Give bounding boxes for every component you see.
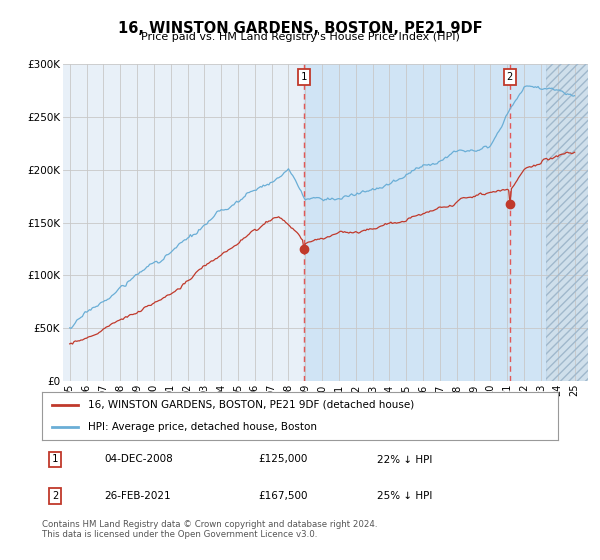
Text: HPI: Average price, detached house, Boston: HPI: Average price, detached house, Bost… <box>88 422 317 432</box>
Text: Price paid vs. HM Land Registry's House Price Index (HPI): Price paid vs. HM Land Registry's House … <box>140 32 460 43</box>
Text: 26-FEB-2021: 26-FEB-2021 <box>104 491 170 501</box>
Text: £167,500: £167,500 <box>259 491 308 501</box>
Bar <box>546 64 588 381</box>
Bar <box>546 64 588 381</box>
Text: 2: 2 <box>506 72 513 82</box>
Text: 22% ↓ HPI: 22% ↓ HPI <box>377 455 433 464</box>
Text: 1: 1 <box>52 455 58 464</box>
Text: 04-DEC-2008: 04-DEC-2008 <box>104 455 173 464</box>
Bar <box>304 64 546 381</box>
Text: 2: 2 <box>52 491 58 501</box>
Text: Contains HM Land Registry data © Crown copyright and database right 2024.
This d: Contains HM Land Registry data © Crown c… <box>42 520 377 539</box>
Text: 16, WINSTON GARDENS, BOSTON, PE21 9DF: 16, WINSTON GARDENS, BOSTON, PE21 9DF <box>118 21 482 36</box>
Text: 16, WINSTON GARDENS, BOSTON, PE21 9DF (detached house): 16, WINSTON GARDENS, BOSTON, PE21 9DF (d… <box>88 400 415 410</box>
Text: 1: 1 <box>301 72 307 82</box>
Text: £125,000: £125,000 <box>259 455 308 464</box>
Text: 25% ↓ HPI: 25% ↓ HPI <box>377 491 433 501</box>
